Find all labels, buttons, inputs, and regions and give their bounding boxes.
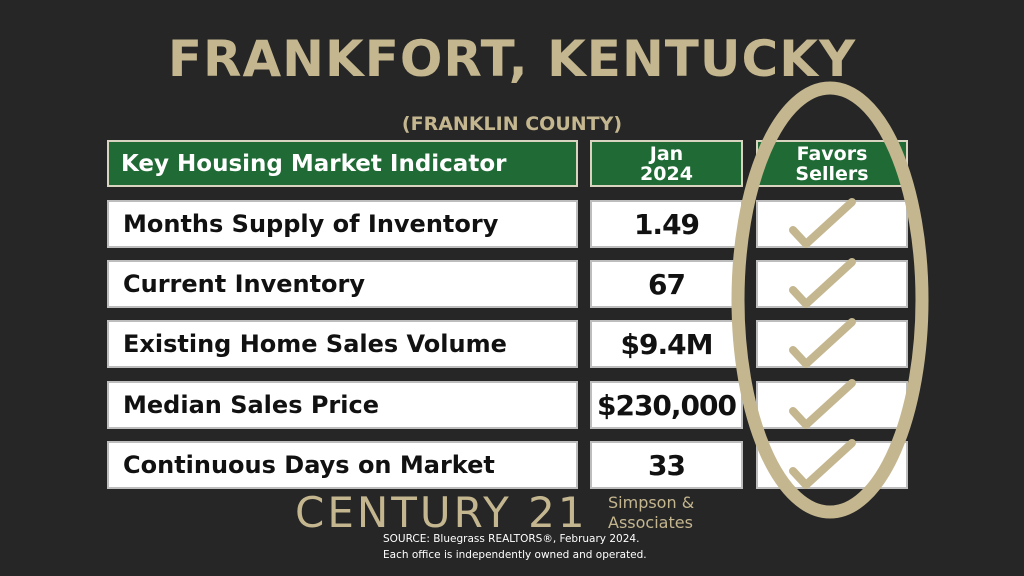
favors-cell <box>756 260 908 308</box>
indicator-label: Months Supply of Inventory <box>107 200 578 248</box>
indicator-label: Median Sales Price <box>107 381 578 429</box>
indicator-value: 33 <box>590 441 743 489</box>
brand-logo: CENTURY 21 <box>295 488 588 537</box>
office-name: Associates <box>608 513 693 532</box>
indicator-value: 67 <box>590 260 743 308</box>
disclaimer: Each office is independently owned and o… <box>383 549 647 561</box>
checkmark <box>789 258 856 308</box>
highlight-ellipse <box>731 81 929 519</box>
indicator-label: Continuous Days on Market <box>107 441 578 489</box>
indicator-value: $9.4M <box>590 320 743 368</box>
subtitle: (FRANKLIN COUNTY) <box>401 113 623 135</box>
checkmark <box>789 379 856 429</box>
indicator-value: 1.49 <box>590 200 743 248</box>
checkmark <box>789 318 856 368</box>
column-header: Jan 2024 <box>590 140 743 187</box>
indicator-label: Existing Home Sales Volume <box>107 320 578 368</box>
title: FRANKFORT, KENTUCKY <box>167 30 857 88</box>
checkmark <box>789 198 856 248</box>
source-note: SOURCE: Bluegrass REALTORS®, February 20… <box>383 533 640 545</box>
column-header: Key Housing Market Indicator <box>107 140 578 187</box>
column-header: Favors Sellers <box>756 140 908 187</box>
indicator-label: Current Inventory <box>107 260 578 308</box>
office-name: Simpson & <box>608 493 695 512</box>
favors-cell <box>756 320 908 368</box>
checkmark <box>789 439 856 489</box>
checkmarks <box>789 198 856 489</box>
indicator-value: $230,000 <box>590 381 743 429</box>
